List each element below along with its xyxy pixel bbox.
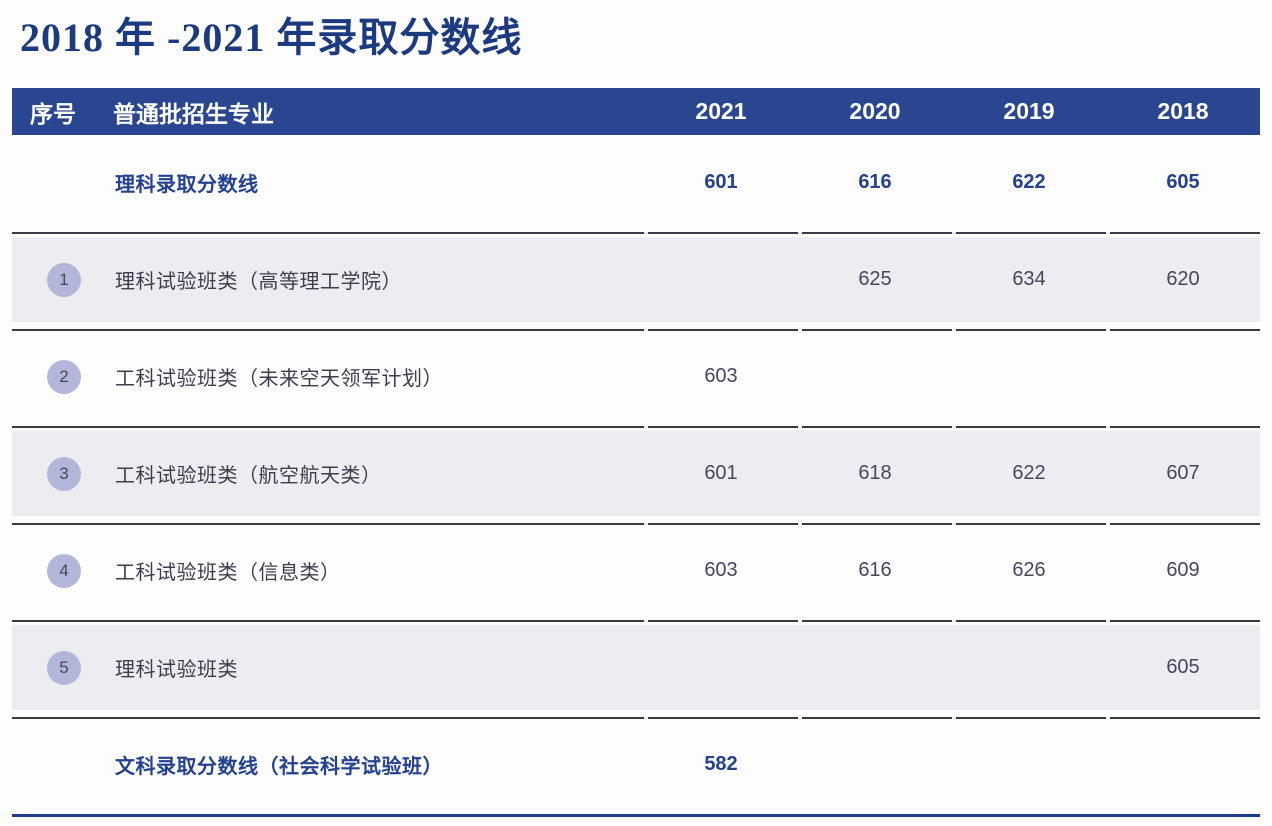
score-cell: 605	[1166, 656, 1200, 678]
header-cell-year-2021: 2021	[695, 98, 747, 124]
table-row: 理科录取分数线 601 616 622 605	[12, 135, 1260, 232]
score-cell: 605	[1166, 171, 1200, 193]
header-cell-year-2018: 2018	[1157, 98, 1209, 124]
row-label: 理科试验班类（高等理工学院）	[115, 271, 402, 293]
table-header: 序号 普通批招生专业 2021 2020 2019 2018	[12, 88, 1260, 135]
header-cell-year-2020: 2020	[849, 98, 901, 124]
row-label: 理科录取分数线	[115, 174, 259, 196]
row-label: 理科试验班类	[115, 659, 238, 681]
score-cell: 618	[858, 462, 892, 484]
score-cell: 607	[1166, 462, 1200, 484]
score-table: 序号 普通批招生专业 2021 2020 2019 2018 理科录取分数线 6…	[12, 88, 1260, 817]
score-cell: 616	[858, 171, 892, 193]
table-bottom-rule	[12, 814, 1260, 817]
score-cell: 603	[704, 365, 738, 387]
table-row: 2 工科试验班类（未来空天领军计划） 603	[12, 329, 1260, 426]
row-index-badge: 4	[47, 553, 81, 588]
table-row: 3 工科试验班类（航空航天类） 601 618 622 607	[12, 426, 1260, 523]
row-label: 工科试验班类（航空航天类）	[115, 465, 382, 487]
row-label: 文科录取分数线（社会科学试验班）	[115, 756, 443, 778]
row-index-badge: 2	[47, 359, 81, 394]
score-cell: 609	[1166, 559, 1200, 581]
table-body: 理科录取分数线 601 616 622 605 1 理科试验班类（高等理工学院）…	[12, 135, 1260, 814]
table-row: 1 理科试验班类（高等理工学院） 625 634 620	[12, 232, 1260, 329]
row-label: 工科试验班类（信息类）	[115, 562, 341, 584]
page-title: 2018 年 -2021 年录取分数线	[20, 15, 523, 60]
score-cell: 626	[1012, 559, 1046, 581]
header-cell-index: 序号	[30, 100, 76, 127]
score-cell: 622	[1012, 462, 1046, 484]
score-cell: 601	[704, 462, 738, 484]
score-cell: 625	[858, 268, 892, 290]
row-index-badge: 1	[47, 262, 81, 297]
score-cell: 616	[858, 559, 892, 581]
score-cell: 601	[704, 171, 738, 193]
header-cell-major: 普通批招生专业	[113, 100, 274, 127]
row-index-badge: 3	[47, 456, 81, 491]
score-cell: 622	[1012, 171, 1046, 193]
header-cell-year-2019: 2019	[1003, 98, 1055, 124]
score-cell: 582	[704, 753, 738, 775]
table-row: 4 工科试验班类（信息类） 603 616 626 609	[12, 523, 1260, 620]
table-row: 5 理科试验班类 605	[12, 620, 1260, 717]
score-cell: 634	[1012, 268, 1046, 290]
score-cell: 603	[704, 559, 738, 581]
table-row: 文科录取分数线（社会科学试验班） 582	[12, 717, 1260, 814]
row-label: 工科试验班类（未来空天领军计划）	[115, 368, 443, 390]
score-cell: 620	[1166, 268, 1200, 290]
row-index-badge: 5	[47, 650, 81, 685]
